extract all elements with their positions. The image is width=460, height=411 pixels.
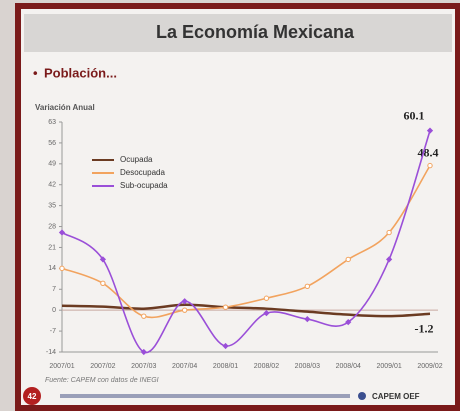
- y-tick-label: 14: [48, 265, 56, 272]
- x-tick-label: 2009/02: [417, 363, 442, 370]
- y-tick-label: 21: [48, 244, 56, 251]
- x-tick-label: 2007/03: [131, 363, 156, 370]
- y-tick-label: 7: [52, 286, 56, 293]
- x-tick-label: 2008/04: [336, 363, 361, 370]
- point: [142, 314, 146, 318]
- x-tick-label: 2007/02: [90, 363, 115, 370]
- chart: La Economía Mexicana • Población... Vari…: [0, 0, 460, 411]
- y-tick-label: 42: [48, 182, 56, 189]
- logo-icon: [358, 392, 366, 400]
- x-tick-label: 2008/01: [213, 363, 238, 370]
- x-tick-label: 2008/03: [295, 363, 320, 370]
- y-tick-label: 35: [48, 202, 56, 209]
- point: [264, 296, 268, 300]
- point: [387, 230, 391, 234]
- x-tick-label: 2009/01: [376, 363, 401, 370]
- x-tick-label: 2008/02: [254, 363, 279, 370]
- y-tick-label: -14: [46, 349, 56, 356]
- x-tick-label: 2007/04: [172, 363, 197, 370]
- y-tick-label: 0: [52, 307, 56, 314]
- y-tick-label: 28: [48, 223, 56, 230]
- legend-label: Sub-ocupada: [120, 181, 168, 190]
- point: [223, 305, 227, 309]
- point: [182, 308, 186, 312]
- point: [346, 257, 350, 261]
- bullet: •: [33, 65, 38, 80]
- data-label: 48.4: [418, 145, 439, 159]
- point: [60, 266, 64, 270]
- page: La Economía Mexicana • Población... Vari…: [0, 0, 460, 411]
- subtitle: Población...: [44, 65, 117, 80]
- data-label: -1.2: [415, 322, 434, 336]
- data-label: 60.1: [404, 108, 425, 122]
- logo: CAPEM OEF: [372, 392, 420, 401]
- legend-label: Ocupada: [120, 155, 153, 164]
- point: [428, 163, 432, 167]
- y-tick-label: 63: [48, 119, 56, 126]
- chart-title: La Economía Mexicana: [156, 22, 355, 42]
- point: [101, 281, 105, 285]
- point: [305, 284, 309, 288]
- legend-label: Desocupada: [120, 168, 165, 177]
- y-axis-label: Variación Anual: [35, 103, 95, 112]
- y-tick-label: -7: [50, 328, 56, 335]
- source: Fuente: CAPEM con datos de INEGI: [45, 377, 159, 384]
- x-tick-label: 2007/01: [49, 363, 74, 370]
- y-tick-label: 56: [48, 140, 56, 147]
- page-number: 42: [28, 392, 37, 401]
- y-tick-label: 49: [48, 161, 56, 168]
